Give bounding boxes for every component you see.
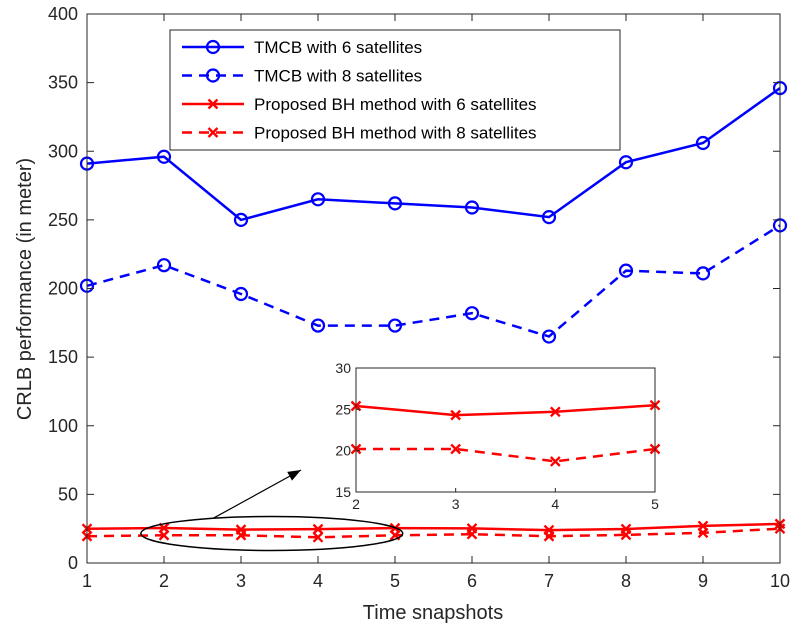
inset-axes-box: [355, 367, 656, 493]
legend-marker-3: [207, 98, 219, 110]
series-4-point-9: [697, 527, 709, 539]
inset-series-line-1: [355, 403, 656, 417]
legend-label-4: Proposed BH method with 8 satellites: [254, 124, 537, 143]
inset-x-tick-label: 3: [452, 496, 460, 512]
series-1-point-9: [695, 135, 711, 151]
inset-series-2-point-2: [450, 443, 462, 455]
y-tick-label: 300: [48, 141, 78, 161]
series-layer: [79, 81, 788, 543]
series-1-point-6: [464, 200, 480, 215]
y-axis-label: CRLB performance (in meter): [14, 158, 36, 420]
inset-series-2-point-3: [549, 456, 561, 467]
series-2-point-3: [233, 286, 249, 302]
y-tick-label: 100: [48, 416, 78, 436]
x-axis-label: Time snapshots: [363, 602, 503, 624]
inset-plot: 2 3 4 5 15 20 25 30: [335, 360, 661, 512]
series-2-point-7: [541, 329, 557, 344]
x-tick-label: 1: [82, 571, 92, 591]
series-4-point-7: [543, 530, 555, 542]
inset-background: [356, 368, 655, 492]
series-4-point-8: [620, 529, 632, 541]
x-tick-label: 2: [159, 571, 169, 591]
series-line-3: [86, 522, 781, 532]
inset-x-tick-label: 5: [651, 496, 659, 512]
series-2-point-4: [310, 318, 326, 333]
y-tick-label: 400: [48, 4, 78, 24]
legend-label-3: Proposed BH method with 6 satellites: [254, 95, 537, 114]
series-1-point-4: [310, 192, 326, 207]
series-1-point-3: [233, 212, 249, 227]
y-tick-label: 0: [68, 553, 78, 573]
series-2-point-9: [695, 266, 711, 281]
series-1-point-2: [156, 149, 172, 164]
x-tick-label: 4: [313, 571, 323, 591]
series-2-point-2: [156, 258, 172, 273]
series-line-4: [86, 527, 781, 539]
series-1-point-7: [541, 210, 557, 225]
inset-x-tick-label: 2: [352, 496, 360, 512]
series-4-point-2: [158, 529, 170, 541]
legend-label-1: TMCB with 6 satellites: [254, 38, 422, 57]
legend-marker-4: [207, 127, 219, 138]
inset-y-tick-label: 15: [335, 484, 351, 500]
inset-series-1-point-2: [450, 409, 462, 421]
x-tick-label: 9: [698, 571, 708, 591]
x-tick-label: 3: [236, 571, 246, 591]
series-2-point-6: [464, 306, 480, 321]
series-1-point-8: [618, 155, 634, 170]
x-tick-label: 6: [467, 571, 477, 591]
inset-x-tick-label: 4: [551, 496, 559, 512]
zoom-arrow-line: [212, 469, 302, 519]
legend: TMCB with 6 satellites TMCB with 8 satell…: [169, 29, 621, 151]
y-tick-label: 350: [48, 73, 78, 93]
zoom-ellipse: [140, 515, 404, 552]
legend-label-2: TMCB with 8 satellites: [254, 67, 422, 86]
y-tick-label: 250: [48, 210, 78, 230]
series-2-point-5: [387, 318, 403, 333]
legend-box: [169, 29, 621, 151]
inset-y-tick-label: 30: [335, 360, 351, 376]
legend-marker-1: [205, 39, 221, 55]
inset-series-1-point-3: [549, 406, 561, 418]
series-2-point-8: [618, 263, 634, 278]
inset-y-tick-label: 20: [335, 443, 351, 459]
series-3-point-4: [312, 523, 324, 535]
zoom-arrow-head: [287, 470, 301, 481]
series-line-2: [86, 224, 781, 338]
y-tick-label: 200: [48, 279, 78, 299]
y-tick-label: 50: [58, 484, 78, 504]
x-tick-label: 10: [770, 571, 790, 591]
x-tick-label: 7: [544, 571, 554, 591]
series-1-point-5: [387, 196, 403, 211]
series-line-1: [86, 87, 781, 222]
series-4-point-6: [466, 528, 478, 540]
series-4-point-4: [312, 531, 324, 543]
y-tick-label: 150: [48, 347, 78, 367]
zoom-annotation: [140, 469, 404, 552]
legend-marker-2: [205, 68, 221, 83]
series-4-point-3: [235, 529, 247, 541]
x-tick-label: 5: [390, 571, 400, 591]
x-tick-label: 8: [621, 571, 631, 591]
inset-y-tick-label: 25: [335, 401, 351, 417]
